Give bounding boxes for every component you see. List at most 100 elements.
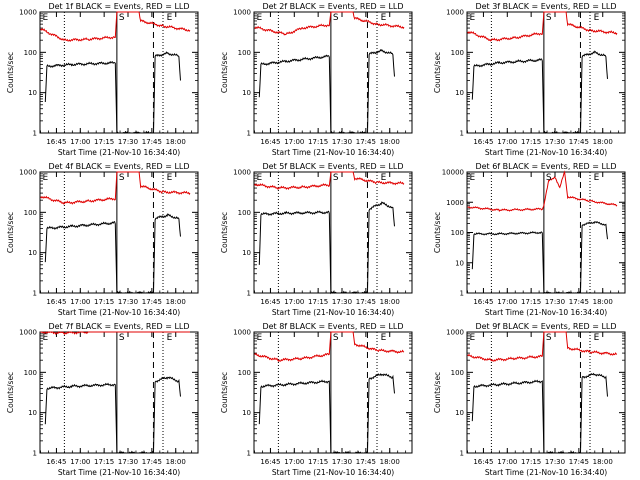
- x-tick-label: 18:00: [166, 298, 186, 306]
- lld-series-line: [467, 11, 618, 42]
- chart-title: Det 6f BLACK = Events, RED = LLD: [475, 162, 616, 171]
- y-axis-title: Counts/sec: [6, 372, 15, 413]
- interval-marker-label: E: [43, 173, 49, 183]
- y-tick-label: 10000: [442, 169, 464, 177]
- panel-det-3: Det 3f BLACK = Events, RED = LLD Counts/s…: [433, 2, 626, 157]
- lld-series-line: [254, 331, 405, 362]
- y-tick-label: 10: [242, 249, 251, 257]
- y-tick-label: 10: [28, 89, 37, 97]
- plot-frame: [39, 171, 199, 294]
- plot-frame: [253, 11, 413, 134]
- x-tick-label: 17:00: [497, 458, 517, 466]
- x-tick-label: 16:45: [46, 458, 66, 466]
- lld-series-line: [40, 11, 191, 43]
- interval-marker-label: E: [381, 173, 387, 183]
- y-axis-title: Counts/sec: [433, 372, 442, 413]
- y-axis-title: Counts/sec: [220, 52, 229, 93]
- y-tick-label: 1: [460, 450, 464, 458]
- x-tick-label: 17:30: [332, 458, 352, 466]
- interval-marker-label: S: [119, 333, 125, 343]
- x-tick-label: 17:30: [118, 138, 138, 146]
- panel-det-6: Det 6f BLACK = Events, RED = LLD Counts/s…: [433, 162, 626, 317]
- interval-marker-label: E: [43, 13, 49, 23]
- x-tick-label: 17:45: [142, 298, 162, 306]
- y-tick-label: 1000: [19, 9, 37, 17]
- x-tick-label: 18:00: [166, 458, 186, 466]
- interval-marker-label: E: [594, 333, 600, 343]
- interval-marker-label: E: [167, 333, 173, 343]
- chart-title: Det 2f BLACK = Events, RED = LLD: [262, 2, 403, 11]
- chart-title: Det 7f BLACK = Events, RED = LLD: [48, 322, 189, 331]
- y-tick-label: 10: [242, 89, 251, 97]
- y-tick-label: 1000: [233, 329, 251, 337]
- y-axis-title: Counts/sec: [6, 52, 15, 93]
- y-tick-label: 100: [238, 49, 251, 57]
- events-series-line: [471, 50, 608, 134]
- lld-series-line: [40, 331, 190, 335]
- y-tick-label: 1: [460, 290, 464, 298]
- chart-title: Det 3f BLACK = Events, RED = LLD: [475, 2, 616, 11]
- y-tick-label: 100: [24, 369, 37, 377]
- x-tick-label: 17:00: [70, 138, 90, 146]
- plot-frame: [39, 331, 199, 454]
- x-tick-label: 17:15: [308, 458, 328, 466]
- panel-det-7: Det 7f BLACK = Events, RED = LLD Counts/s…: [6, 322, 199, 477]
- events-series-line: [44, 376, 181, 454]
- interval-marker-label: E: [381, 333, 387, 343]
- x-axis-title: Start Time (21-Nov-10 16:34:40): [272, 308, 394, 317]
- x-tick-label: 16:45: [473, 138, 493, 146]
- x-tick-label: 17:45: [356, 458, 376, 466]
- x-axis-title: Start Time (21-Nov-10 16:34:40): [58, 468, 180, 477]
- x-tick-label: 17:15: [308, 298, 328, 306]
- lld-series-line: [467, 170, 618, 212]
- x-tick-label: 18:00: [380, 138, 400, 146]
- x-tick-label: 17:45: [142, 458, 162, 466]
- x-tick-label: 17:15: [521, 298, 541, 306]
- y-tick-label: 100: [24, 49, 37, 57]
- x-tick-label: 17:30: [118, 458, 138, 466]
- x-tick-label: 16:45: [473, 458, 493, 466]
- x-tick-label: 17:45: [569, 298, 589, 306]
- y-tick-label: 1000: [233, 169, 251, 177]
- interval-marker-label: E: [381, 13, 387, 23]
- lld-series-line: [40, 171, 191, 205]
- y-tick-label: 1: [33, 450, 37, 458]
- x-tick-label: 17:00: [497, 298, 517, 306]
- x-tick-label: 16:45: [260, 138, 280, 146]
- x-tick-label: 17:00: [497, 138, 517, 146]
- plot-frame: [253, 331, 413, 454]
- y-tick-label: 1000: [446, 329, 464, 337]
- chart-title: Det 4f BLACK = Events, RED = LLD: [48, 162, 189, 171]
- plot-frame: [39, 11, 199, 134]
- x-tick-label: 17:30: [332, 298, 352, 306]
- y-tick-label: 10: [455, 89, 464, 97]
- interval-marker-label: E: [470, 333, 476, 343]
- x-tick-label: 17:30: [545, 458, 565, 466]
- interval-marker-label: E: [167, 173, 173, 183]
- panel-det-5: Det 5f BLACK = Events, RED = LLD Counts/s…: [220, 162, 413, 317]
- interval-marker-label: E: [257, 333, 263, 343]
- plot-frame: [466, 171, 626, 294]
- x-tick-label: 17:00: [70, 458, 90, 466]
- interval-marker-label: S: [546, 333, 552, 343]
- y-tick-label: 1: [247, 290, 251, 298]
- interval-marker-label: S: [333, 333, 339, 343]
- panel-det-4: Det 4f BLACK = Events, RED = LLD Counts/s…: [6, 162, 199, 317]
- x-tick-label: 17:30: [545, 138, 565, 146]
- y-axis-title: Counts/sec: [433, 212, 442, 253]
- panel-det-9: Det 9f BLACK = Events, RED = LLD Counts/s…: [433, 322, 626, 477]
- y-tick-label: 1: [33, 130, 37, 138]
- events-series-line: [471, 220, 608, 294]
- y-axis-title: Counts/sec: [220, 212, 229, 253]
- x-axis-title: Start Time (21-Nov-10 16:34:40): [485, 468, 607, 477]
- x-tick-label: 18:00: [166, 138, 186, 146]
- x-tick-label: 18:00: [593, 298, 613, 306]
- x-tick-label: 17:45: [142, 138, 162, 146]
- x-tick-label: 17:15: [94, 458, 114, 466]
- y-tick-label: 10: [28, 409, 37, 417]
- events-series-line: [44, 213, 181, 294]
- x-tick-label: 17:45: [569, 138, 589, 146]
- interval-marker-label: E: [43, 333, 49, 343]
- y-axis-title: Counts/sec: [433, 52, 442, 93]
- y-tick-label: 100: [451, 49, 464, 57]
